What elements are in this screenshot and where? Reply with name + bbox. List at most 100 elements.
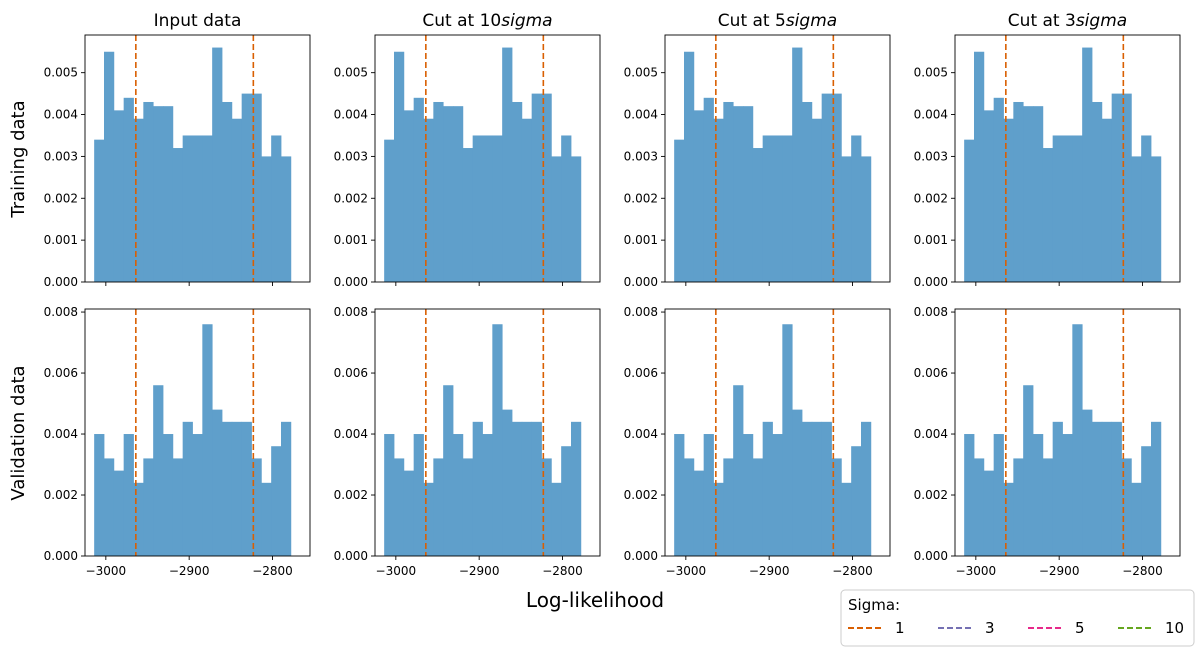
histogram-bar (1111, 421, 1122, 556)
histogram-bar (1052, 135, 1063, 282)
histogram-bar (551, 482, 562, 556)
y-tick-label: 0.004 (914, 108, 948, 122)
histogram-bar (453, 434, 464, 556)
histogram-bar (202, 135, 213, 282)
histogram-bar (851, 135, 862, 282)
x-tick-label: −3000 (376, 564, 417, 578)
histogram-bar (1062, 434, 1073, 556)
histogram-bar (821, 421, 832, 556)
x-tick-label: −2900 (169, 564, 210, 578)
histogram-bar (723, 458, 734, 556)
histogram-bar (521, 421, 533, 556)
axes-frame (84, 34, 311, 283)
histogram-bar (433, 458, 444, 556)
histogram-bar (212, 409, 223, 556)
histogram-bar (792, 409, 803, 556)
histogram-bar (713, 482, 724, 556)
histogram-bar (561, 446, 572, 556)
histogram-bar (423, 482, 434, 556)
histogram-bar (182, 421, 193, 556)
histogram-bar (1101, 118, 1113, 282)
histogram-bar (394, 458, 405, 556)
histogram-bar (384, 139, 395, 282)
histogram-bar (693, 110, 705, 283)
y-tick-label: 0.001 (334, 233, 368, 247)
histogram-bar (143, 101, 154, 282)
legend-label-sigma-5: 5 (1075, 619, 1085, 637)
histogram-bar (851, 446, 862, 556)
histogram-bar (684, 51, 695, 283)
histogram-bar (964, 139, 975, 282)
histogram-bar (772, 135, 783, 282)
histogram-bar (433, 101, 444, 282)
histogram-bar (1151, 156, 1162, 282)
histogram-bar (113, 470, 125, 556)
row-label-validation: Validation data (8, 365, 29, 500)
histogram-bar (693, 470, 705, 556)
legend-title: Sigma: (848, 596, 900, 614)
histogram-bar (762, 421, 773, 556)
histogram-bar (384, 434, 395, 556)
panel-r0-c3: 0.000 0.001 0.002 0.003 0.004 0.005 Cut at 3si… (914, 11, 1181, 289)
histogram-bar (743, 106, 754, 282)
y-tick-label: 0.004 (334, 108, 368, 122)
histogram-bar (541, 458, 552, 556)
panel-title: Cut at 10sigma (422, 11, 552, 31)
y-tick-label: 0.000 (914, 549, 948, 563)
histogram-bar (1092, 101, 1103, 282)
histogram-bar (492, 324, 503, 556)
histogram-bar (1023, 385, 1034, 556)
histogram-bar (281, 421, 292, 556)
y-tick-label: 0.002 (914, 488, 948, 502)
panel-r1-c1: 0.000 0.002 0.004 0.006 0.008 −3000 −2900 −2800 (334, 305, 601, 578)
histogram-bar (733, 385, 744, 556)
histogram-bar (482, 434, 493, 556)
histogram-bar (1111, 93, 1122, 282)
histogram-bar (133, 482, 144, 556)
y-tick-label: 0.005 (914, 66, 948, 80)
histogram-bar (1042, 148, 1054, 282)
y-tick-label: 0.003 (914, 149, 948, 163)
histogram-bar (1023, 106, 1034, 282)
histogram-bar (1082, 47, 1093, 282)
histogram-bar (752, 458, 764, 556)
histogram-bar (1013, 458, 1024, 556)
y-tick-label: 0.008 (624, 305, 658, 319)
histogram-bar (281, 156, 292, 282)
axes-frame (374, 308, 601, 557)
legend-label-sigma-3: 3 (985, 619, 995, 637)
y-tick-label: 0.000 (624, 549, 658, 563)
x-tick-label: −2900 (749, 564, 790, 578)
histogram-bar (861, 156, 872, 282)
histogram-bar (1072, 135, 1083, 282)
y-tick-label: 0.002 (44, 191, 78, 205)
axes-frame (664, 308, 891, 557)
y-tick-label: 0.002 (334, 191, 368, 205)
histogram-bar (153, 106, 164, 282)
histogram-bar (1082, 409, 1093, 556)
y-tick-label: 0.004 (334, 427, 368, 441)
histogram-bar (472, 421, 483, 556)
y-tick-label: 0.003 (334, 149, 368, 163)
histogram-bar (782, 135, 793, 282)
y-tick-label: 0.002 (624, 488, 658, 502)
x-tick-label: −3000 (86, 564, 127, 578)
histogram-bar (1151, 421, 1162, 556)
y-tick-label: 0.005 (44, 66, 78, 80)
histogram-bar (1121, 458, 1132, 556)
histogram-bar (172, 458, 184, 556)
histogram-bar (1033, 434, 1044, 556)
histogram-bar (443, 106, 454, 282)
histogram-bar (271, 446, 282, 556)
histogram-bar (541, 93, 552, 282)
y-tick-label: 0.006 (334, 366, 368, 380)
histogram-bar (192, 135, 203, 282)
histogram-bar (703, 97, 714, 283)
histogram-bar (271, 135, 282, 282)
histogram-bar (502, 409, 513, 556)
histogram-bar (1033, 106, 1044, 282)
x-tick-label: −2900 (459, 564, 500, 578)
legend-label-sigma-10: 10 (1165, 619, 1184, 637)
histogram-bar (423, 118, 434, 282)
